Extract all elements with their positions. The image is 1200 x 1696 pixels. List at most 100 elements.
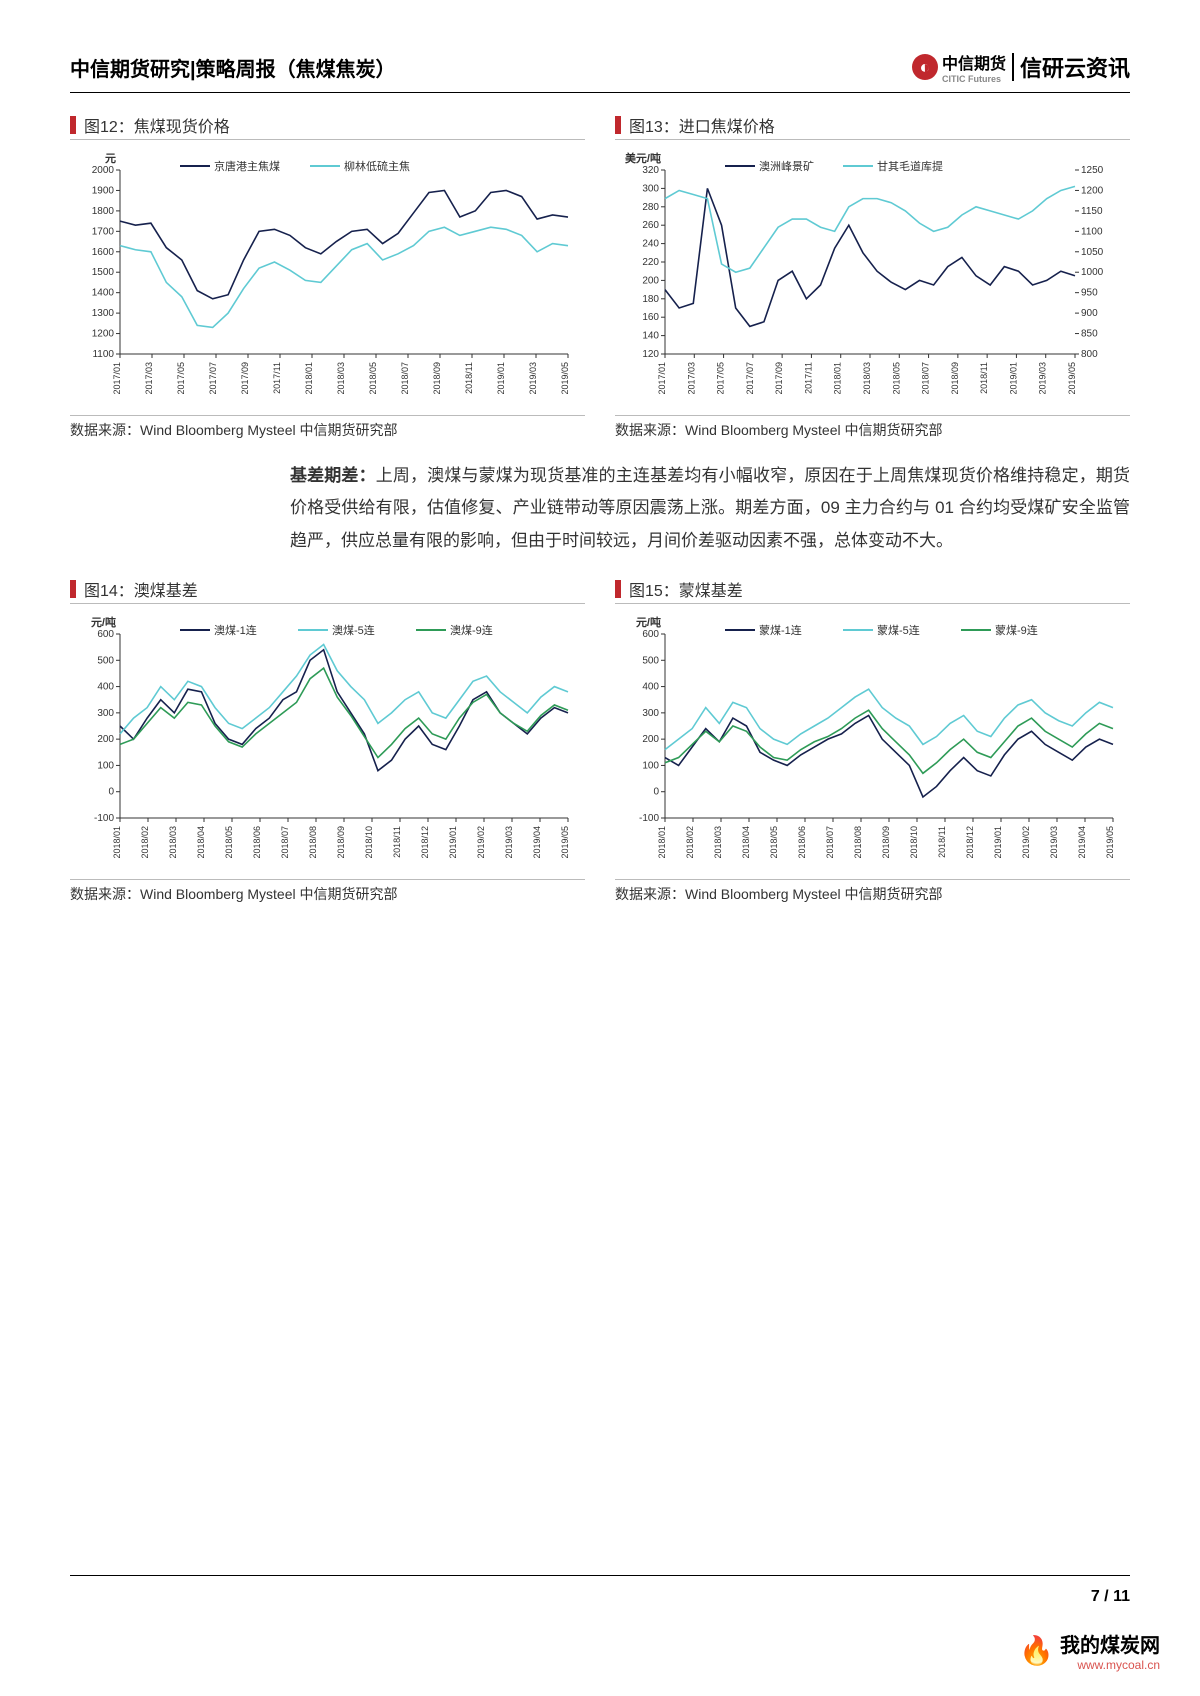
svg-text:1400: 1400 bbox=[92, 288, 115, 299]
chart-14: 元/吨-10001002003004005006002018/012018/02… bbox=[70, 610, 585, 875]
svg-text:2017/11: 2017/11 bbox=[272, 362, 282, 394]
svg-text:200: 200 bbox=[97, 734, 114, 745]
svg-text:京唐港主焦煤: 京唐港主焦煤 bbox=[214, 159, 280, 173]
svg-text:300: 300 bbox=[97, 708, 114, 719]
svg-text:2019/01: 2019/01 bbox=[1008, 362, 1018, 395]
svg-text:2019/03: 2019/03 bbox=[504, 826, 514, 859]
svg-text:600: 600 bbox=[97, 629, 114, 640]
svg-text:2017/07: 2017/07 bbox=[745, 362, 755, 395]
chart-15-source: 数据来源：Wind Bloomberg Mysteel 中信期货研究部 bbox=[615, 879, 1130, 904]
svg-text:2018/03: 2018/03 bbox=[168, 826, 178, 859]
svg-text:2017/03: 2017/03 bbox=[686, 362, 696, 395]
svg-text:2019/02: 2019/02 bbox=[476, 826, 486, 859]
svg-text:1500: 1500 bbox=[92, 267, 115, 278]
svg-text:2018/11: 2018/11 bbox=[979, 362, 989, 394]
svg-text:100: 100 bbox=[642, 760, 659, 771]
svg-text:2017/11: 2017/11 bbox=[803, 362, 813, 394]
svg-text:200: 200 bbox=[642, 275, 659, 286]
svg-text:2018/01: 2018/01 bbox=[657, 826, 667, 859]
svg-text:950: 950 bbox=[1081, 288, 1098, 299]
chart-15: 元/吨-10001002003004005006002018/012018/02… bbox=[615, 610, 1130, 875]
chart-13: 美元/吨120140160180200220240260280300320800… bbox=[615, 146, 1130, 411]
header-rule bbox=[70, 92, 1130, 93]
citic-brand-text: 中信期货 bbox=[942, 50, 1006, 74]
svg-text:蒙煤-9连: 蒙煤-9连 bbox=[995, 624, 1038, 637]
svg-text:0: 0 bbox=[653, 787, 659, 798]
svg-text:1700: 1700 bbox=[92, 226, 115, 237]
svg-text:1200: 1200 bbox=[1081, 185, 1104, 196]
chart-13-title: 图13：进口焦煤价格 bbox=[629, 113, 775, 137]
svg-text:2018/05: 2018/05 bbox=[769, 826, 779, 859]
svg-text:180: 180 bbox=[642, 294, 659, 305]
svg-text:2019/05: 2019/05 bbox=[560, 362, 570, 395]
svg-text:1100: 1100 bbox=[1081, 226, 1103, 237]
svg-text:2018/01: 2018/01 bbox=[112, 826, 122, 859]
svg-text:元/吨: 元/吨 bbox=[91, 615, 116, 629]
svg-text:澳煤-1连: 澳煤-1连 bbox=[214, 624, 257, 637]
svg-text:2018/11: 2018/11 bbox=[392, 826, 402, 858]
svg-text:2018/09: 2018/09 bbox=[432, 362, 442, 395]
chart-15-title-bar: 图15：蒙煤基差 bbox=[615, 577, 1130, 604]
svg-text:2019/05: 2019/05 bbox=[1105, 826, 1115, 859]
svg-text:2017/05: 2017/05 bbox=[716, 362, 726, 395]
logo-separator bbox=[1012, 53, 1014, 81]
svg-text:2018/04: 2018/04 bbox=[196, 826, 206, 859]
svg-text:300: 300 bbox=[642, 183, 659, 194]
svg-text:2019/04: 2019/04 bbox=[1077, 826, 1087, 859]
page-header: 中信期货研究|策略周报（焦煤焦炭） ◐ 中信期货 CITIC Futures 信… bbox=[70, 50, 1130, 84]
chart-14-title: 图14：澳煤基差 bbox=[84, 577, 198, 601]
charts-row-2: 图14：澳煤基差 元/吨 -100 0 100 200 300 400 500 600 2018/… bbox=[70, 577, 1130, 904]
svg-text:500: 500 bbox=[97, 655, 114, 666]
citic-logo: ◐ 中信期货 CITIC Futures bbox=[912, 50, 1006, 84]
title-accent bbox=[615, 116, 621, 134]
svg-text:2018/07: 2018/07 bbox=[400, 362, 410, 395]
svg-text:美元/吨: 美元/吨 bbox=[625, 151, 661, 165]
svg-text:900: 900 bbox=[1081, 308, 1098, 319]
title-accent bbox=[615, 580, 621, 598]
svg-text:澳煤-5连: 澳煤-5连 bbox=[332, 624, 375, 637]
svg-text:2017/07: 2017/07 bbox=[208, 362, 218, 395]
svg-text:2018/01: 2018/01 bbox=[304, 362, 314, 395]
svg-text:2019/01: 2019/01 bbox=[448, 826, 458, 859]
svg-text:2018/08: 2018/08 bbox=[853, 826, 863, 859]
xinyan-logo: 信研云资讯 bbox=[1020, 51, 1130, 83]
paragraph-text: 上周，澳煤与蒙煤为现货基准的主连基差均有小幅收窄，原因在于上周焦煤现货价格维持稳… bbox=[290, 466, 1130, 550]
charts-row-1: 图12：焦煤现货价格 元1100120013001400150016001700… bbox=[70, 113, 1130, 440]
svg-text:蒙煤-1连: 蒙煤-1连 bbox=[759, 624, 802, 637]
chart-14-title-bar: 图14：澳煤基差 bbox=[70, 577, 585, 604]
svg-text:2019/03: 2019/03 bbox=[1038, 362, 1048, 395]
svg-text:2018/02: 2018/02 bbox=[685, 826, 695, 859]
svg-text:2018/03: 2018/03 bbox=[713, 826, 723, 859]
svg-text:-100: -100 bbox=[94, 813, 114, 824]
svg-text:400: 400 bbox=[97, 681, 114, 692]
svg-text:500: 500 bbox=[642, 655, 659, 666]
footer-site-url: www.mycoal.cn bbox=[1060, 1658, 1160, 1672]
svg-text:2018/03: 2018/03 bbox=[336, 362, 346, 395]
svg-text:2019/01: 2019/01 bbox=[993, 826, 1003, 859]
citic-logo-icon: ◐ bbox=[912, 54, 938, 80]
svg-text:2018/06: 2018/06 bbox=[797, 826, 807, 859]
svg-text:柳林低硫主焦: 柳林低硫主焦 bbox=[344, 159, 410, 173]
svg-text:0: 0 bbox=[108, 787, 114, 798]
svg-text:2019/01: 2019/01 bbox=[496, 362, 506, 395]
svg-text:2018/11: 2018/11 bbox=[937, 826, 947, 858]
chart-14-col: 图14：澳煤基差 元/吨-10001002003004005006002018/… bbox=[70, 577, 585, 904]
svg-text:1600: 1600 bbox=[92, 247, 115, 258]
paragraph-lead: 基差期差： bbox=[290, 466, 376, 485]
svg-text:160: 160 bbox=[642, 312, 659, 323]
svg-text:2017/03: 2017/03 bbox=[144, 362, 154, 395]
svg-text:2017/09: 2017/09 bbox=[240, 362, 250, 395]
svg-text:2018/08: 2018/08 bbox=[308, 826, 318, 859]
svg-text:1050: 1050 bbox=[1081, 247, 1104, 258]
footer-site-name: 我的煤炭网 bbox=[1060, 1635, 1160, 1657]
svg-text:1150: 1150 bbox=[1081, 206, 1103, 217]
svg-text:400: 400 bbox=[642, 681, 659, 692]
svg-text:800: 800 bbox=[1081, 349, 1098, 360]
svg-text:2018/09: 2018/09 bbox=[881, 826, 891, 859]
chart-13-col: 图13：进口焦煤价格 美元/吨1201401601802002202402602… bbox=[615, 113, 1130, 440]
svg-text:2018/05: 2018/05 bbox=[891, 362, 901, 395]
svg-text:1200: 1200 bbox=[92, 329, 115, 340]
svg-text:2019/03: 2019/03 bbox=[528, 362, 538, 395]
svg-text:220: 220 bbox=[642, 257, 659, 268]
svg-text:2018/10: 2018/10 bbox=[364, 826, 374, 859]
